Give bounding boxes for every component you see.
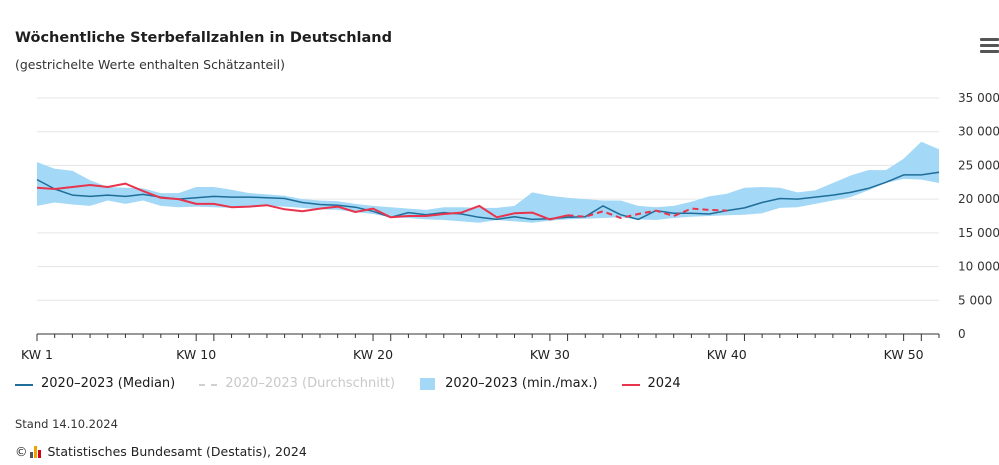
range-area-swatch [419, 377, 437, 390]
x-tick-label: KW 1 [21, 347, 53, 362]
median-line-swatch [15, 378, 33, 390]
y-tick-label: 15 000 [958, 226, 999, 240]
x-tick-label: KW 50 [884, 347, 924, 362]
y-tick-label: 10 000 [958, 260, 999, 274]
copyright-symbol: © [15, 444, 28, 459]
legend-item-current[interactable]: 2024 [621, 376, 681, 391]
current-line-swatch [621, 378, 640, 390]
destatis-logo-icon [29, 445, 42, 458]
chart-title: Wöchentliche Sterbefallzahlen in Deutsch… [15, 30, 392, 46]
y-tick-label: 20 000 [958, 192, 999, 206]
x-tick-label: KW 10 [176, 347, 216, 362]
y-tick-label: 35 000 [958, 91, 999, 105]
range-band-area [37, 141, 939, 223]
legend-label-mean: 2020–2023 (Durchschnitt) [225, 376, 396, 391]
legend: 2020–2023 (Median) 2020–2023 (Durchschni… [15, 376, 705, 391]
mean-dashed-line-swatch [199, 378, 218, 390]
legend-item-median[interactable]: 2020–2023 (Median) [15, 376, 175, 391]
current-2024-line [36, 182, 568, 221]
y-tick-label: 25 000 [958, 158, 999, 172]
legend-label-range: 2020–2023 (min./max.) [445, 376, 598, 391]
hamburger-menu-icon[interactable] [980, 38, 999, 54]
x-tick-label: KW 30 [530, 347, 570, 362]
x-tick-label: KW 40 [707, 347, 747, 362]
legend-item-mean[interactable]: 2020–2023 (Durchschnitt) [199, 376, 395, 391]
median-line [36, 171, 940, 221]
chart-canvas: 0 5 000 10 000 15 000 20 000 25 000 30 000 35 0… [21, 91, 999, 362]
y-tick-label: 0 [958, 327, 966, 341]
x-tick-label: KW 20 [353, 347, 393, 362]
data-date-note: Stand 14.10.2024 [15, 417, 118, 431]
y-tick-label: 30 000 [958, 125, 999, 139]
y-tick-label: 5 000 [958, 293, 992, 307]
legend-label-median: 2020–2023 (Median) [41, 376, 176, 391]
legend-label-current: 2024 [647, 376, 681, 391]
current-2024-line-estimated [567, 207, 727, 220]
chart-subtitle: (gestrichelte Werte enthalten Schätzante… [15, 57, 285, 72]
legend-item-range[interactable]: 2020–2023 (min./max.) [419, 376, 598, 391]
source-text[interactable]: Statistisches Bundesamt (Destatis), 2024 [47, 444, 307, 459]
source-credit: © Statistisches Bundesamt (Destatis), 20… [15, 444, 307, 459]
